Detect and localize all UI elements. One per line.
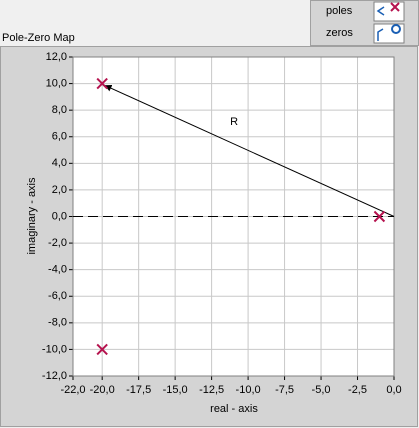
pole-marker bbox=[373, 210, 386, 223]
x-tick-label: -12,5 bbox=[199, 384, 224, 396]
chart-title: Pole-Zero Map bbox=[2, 32, 75, 44]
y-tick-label: -4,0 bbox=[48, 264, 67, 276]
x-axis-label: real - axis bbox=[210, 403, 258, 415]
pole-marker bbox=[96, 343, 108, 356]
y-tick-label: 12,0 bbox=[46, 51, 67, 63]
legend-icon bbox=[377, 28, 384, 41]
y-tick-label: 8,0 bbox=[52, 104, 67, 116]
legend-icon bbox=[376, 6, 385, 16]
x-tick-label: -17,5 bbox=[126, 384, 151, 396]
legend-icon bbox=[391, 24, 401, 34]
y-tick-label: -6,0 bbox=[48, 290, 67, 302]
y-tick-label: 10,0 bbox=[46, 77, 67, 89]
y-tick-label: -2,0 bbox=[48, 237, 67, 249]
y-tick-label: 0,0 bbox=[52, 210, 67, 222]
legend-icon-box bbox=[373, 23, 405, 44]
legend-label: zeros bbox=[326, 27, 353, 39]
vector-arrow bbox=[104, 84, 395, 217]
x-tick-label: 0,0 bbox=[386, 384, 401, 396]
x-tick-label: -15,0 bbox=[163, 384, 188, 396]
legend-label: poles bbox=[326, 5, 353, 17]
y-tick-label: 2,0 bbox=[52, 184, 67, 196]
y-tick-label: -8,0 bbox=[48, 317, 67, 329]
y-tick-label: 6,0 bbox=[52, 131, 67, 143]
x-tick-label: -22,0 bbox=[60, 384, 85, 396]
y-tick-label: -10,0 bbox=[42, 343, 67, 355]
x-tick-label: -10,0 bbox=[236, 384, 261, 396]
pole-marker bbox=[96, 77, 108, 90]
legend: poles zeros bbox=[310, 0, 419, 46]
x-tick-label: -7,5 bbox=[275, 384, 294, 396]
x-tick-label: -2,5 bbox=[348, 384, 367, 396]
x-tick-label: -5,0 bbox=[312, 384, 331, 396]
annotation: R bbox=[230, 116, 238, 128]
y-tick-label: 4,0 bbox=[52, 157, 67, 169]
x-tick-label: -20,0 bbox=[90, 384, 115, 396]
y-tick-label: -12,0 bbox=[42, 370, 67, 382]
y-axis-label: imaginary - axis bbox=[26, 177, 38, 255]
legend-icon bbox=[390, 2, 400, 12]
